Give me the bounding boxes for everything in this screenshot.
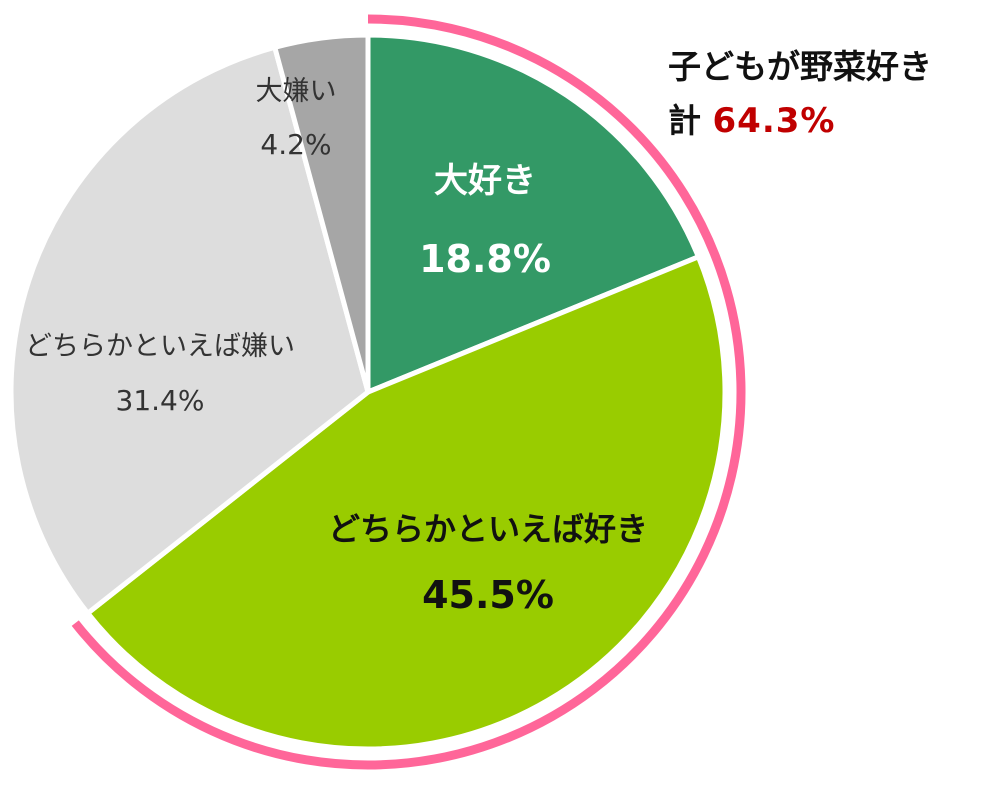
slice-label-1: 大好き xyxy=(434,161,536,201)
pie-slice-2 xyxy=(85,254,728,752)
slice-label-2: どちらかといえば好き xyxy=(328,510,648,548)
highlight-arc xyxy=(71,14,746,770)
slice-value-1: 18.8% xyxy=(419,237,551,281)
slice-value-2: 45.5% xyxy=(422,573,554,617)
pie-slice-3 xyxy=(8,44,371,616)
total-prefix: 計 xyxy=(668,101,701,140)
pie-slice-4 xyxy=(272,32,371,395)
total-callout: 子どもが野菜好き 計 64.3% xyxy=(668,40,932,148)
slice-value-3: 31.4% xyxy=(116,384,205,417)
slice-value-4: 4.2% xyxy=(260,128,331,161)
pie-slice-1 xyxy=(365,32,701,395)
total-callout-line1: 子どもが野菜好き xyxy=(668,47,932,86)
slice-labels: 大好き 18.8% どちらかといえば好き 45.5% どちらかといえば嫌い 31.4% 大嫌… xyxy=(25,76,648,617)
slice-label-4: 大嫌い xyxy=(256,76,337,107)
total-callout-line2: 計 64.3% xyxy=(668,94,932,148)
slice-label-3: どちらかといえば嫌い xyxy=(25,331,295,362)
pie-slices xyxy=(8,32,728,752)
total-value: 64.3% xyxy=(712,101,836,141)
